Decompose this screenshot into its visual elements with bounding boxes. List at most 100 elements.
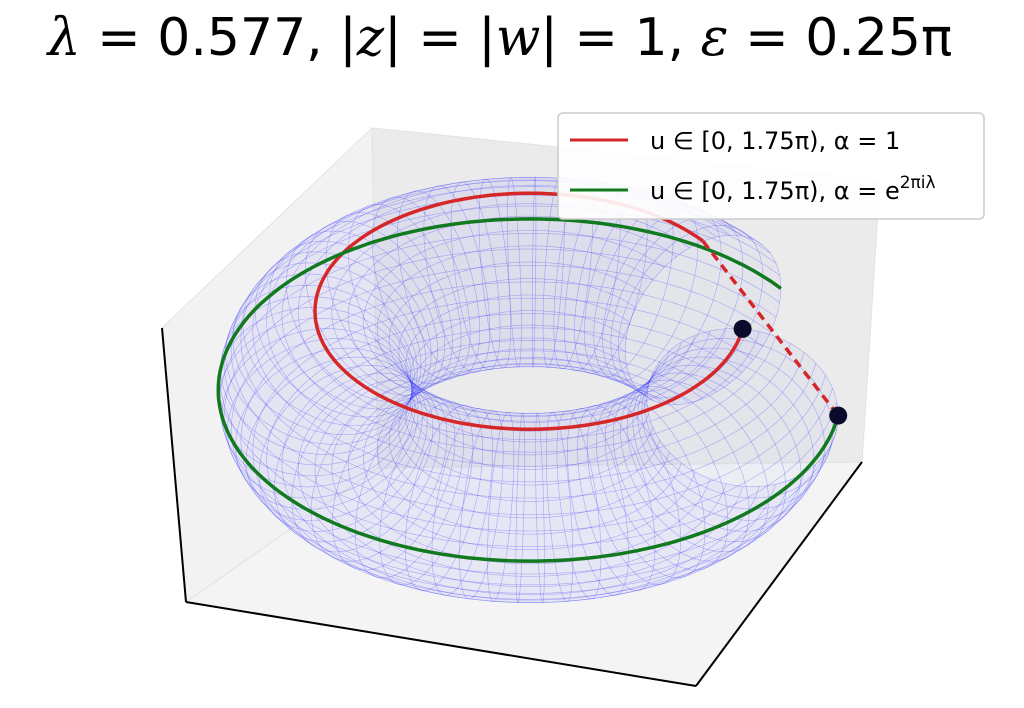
torus-parallel <box>331 358 727 577</box>
start-marker-green <box>829 406 848 425</box>
torus-face <box>530 414 537 417</box>
torus-meridian <box>232 273 418 436</box>
torus-meridian <box>566 408 629 596</box>
torus-meridian <box>577 405 656 591</box>
torus-meridian <box>535 412 545 604</box>
torus-face <box>452 237 467 254</box>
torus-meridian <box>254 251 427 418</box>
x-axis-line <box>185 601 697 687</box>
torus-face <box>569 314 575 330</box>
torus-parallel <box>230 186 826 515</box>
torus-parallel <box>230 265 826 594</box>
torus-parallel <box>297 184 760 441</box>
torus-face <box>530 534 538 550</box>
torus-face <box>525 442 531 455</box>
torus-face <box>534 204 543 217</box>
torus-face <box>530 485 536 501</box>
torus-meridian <box>218 317 413 477</box>
start-marker-red <box>733 319 752 338</box>
torus-meridian <box>618 224 764 399</box>
torus-face <box>543 326 549 339</box>
torus-face <box>538 311 544 326</box>
torus-face <box>487 451 493 466</box>
torus-face <box>530 442 535 455</box>
torus-parallel <box>398 357 660 502</box>
title-z: z <box>356 8 385 68</box>
torus-face <box>508 454 514 469</box>
torus-face <box>530 417 536 423</box>
torus-face <box>568 479 583 496</box>
legend-label-green: u ∈ [0, 1.75π), α = e2πiλ <box>650 173 936 205</box>
torus-meridian <box>310 386 448 562</box>
torus-parallel <box>410 337 649 470</box>
torus-face <box>586 527 601 544</box>
torus-face <box>411 244 426 262</box>
torus-face <box>598 508 613 526</box>
torus-face <box>538 295 544 311</box>
torus-meridian <box>546 411 574 602</box>
torus-parallel <box>388 261 670 417</box>
torus-face <box>523 518 530 534</box>
torus-face <box>538 279 545 296</box>
torus-meridian <box>269 240 432 410</box>
torus-face <box>477 448 483 464</box>
chart-title: λ = 0.577, |z| = |w| = 1, ε = 0.25π <box>47 8 953 68</box>
torus-meridian <box>354 397 465 579</box>
torus-parallel <box>266 177 791 467</box>
torus-parallel <box>376 245 682 414</box>
torus-meridian <box>515 412 525 604</box>
torus-face <box>564 328 570 342</box>
torus-parallel <box>347 215 711 417</box>
title-epsilon-value: 0.25π <box>805 8 953 68</box>
torus-meridian <box>348 203 462 385</box>
torus-meridian <box>604 392 729 571</box>
torus-face <box>513 469 519 485</box>
torus-face <box>524 431 530 442</box>
torus-meridian <box>325 212 453 390</box>
torus-parallel <box>240 180 817 499</box>
curves-layer <box>216 191 840 563</box>
torus-parallel <box>252 177 805 483</box>
torus-parallel <box>363 366 696 550</box>
torus-parallel <box>219 233 838 575</box>
torus-face <box>519 469 525 485</box>
torus-face <box>538 325 544 338</box>
torus-face <box>523 534 531 550</box>
torus-face <box>517 416 524 422</box>
torus-meridian <box>459 410 504 600</box>
torus-meridian <box>620 379 769 553</box>
torus-face <box>575 315 581 331</box>
torus-face <box>530 585 544 594</box>
torus-meridian <box>379 401 474 586</box>
torus-meridian <box>371 196 471 380</box>
torus-meridian <box>397 190 481 376</box>
torus-parallel <box>219 205 838 547</box>
torus-meridian <box>431 408 494 596</box>
torus-face <box>548 311 554 326</box>
torus-face <box>543 338 549 349</box>
torus-face <box>514 441 520 454</box>
torus-meridian <box>450 181 501 370</box>
torus-parallel <box>347 363 711 565</box>
torus-face <box>298 469 315 476</box>
torus-parallel <box>331 203 727 422</box>
torus-face <box>513 431 519 442</box>
torus-meridian <box>423 185 491 373</box>
torus-meridian <box>225 284 415 445</box>
torus-meridian <box>245 356 423 521</box>
torus-face <box>530 455 535 470</box>
torus-meridian <box>626 372 787 542</box>
torus-parallel <box>266 313 791 603</box>
torus-meridian <box>274 372 434 543</box>
torus-meridian <box>286 230 438 403</box>
torus-face <box>544 279 551 296</box>
curve-red-gap-dashed <box>701 240 840 417</box>
torus-parallel <box>411 324 648 456</box>
torus-face <box>543 593 557 599</box>
torus-face <box>530 469 536 485</box>
torus-parallel <box>376 366 682 535</box>
torus-face <box>487 438 493 452</box>
y-axis-line <box>695 461 863 687</box>
torus-meridian <box>556 410 602 600</box>
